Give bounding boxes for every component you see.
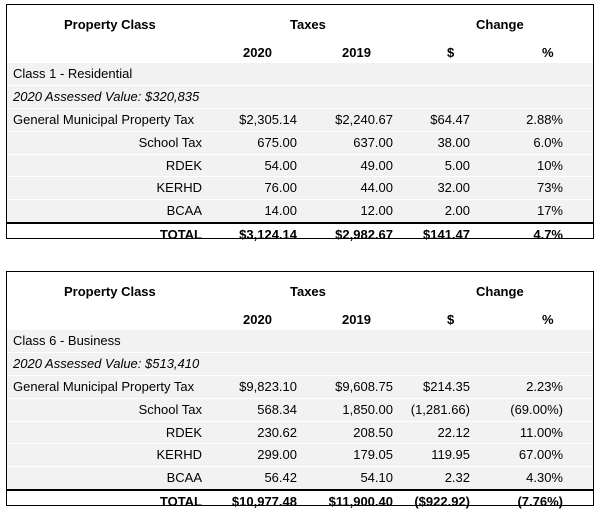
year-2020-heading: 2020 [243,312,272,327]
value-2020: 14.00 [264,203,297,219]
class-name-row: Class 6 - Business [7,329,593,352]
value-2019: 179.05 [353,447,393,463]
value-2019: 54.10 [360,470,393,486]
value-2020: 76.00 [264,180,297,196]
value-2020: 675.00 [257,134,297,150]
dollar-change: 5.00 [444,157,470,173]
change-heading: Change [476,284,524,299]
dollar-change-heading: $ [447,312,455,327]
value-2019: 12.00 [360,203,393,219]
year-2019-heading: 2019 [342,312,371,327]
row-label: General Municipal Property Tax [13,378,195,394]
value-2019: 637.00 [353,134,393,150]
dollar-change: 2.00 [444,203,470,219]
dollar-change: 32.00 [437,180,470,196]
row-label: BCAA [166,203,202,219]
table-row: General Municipal Property Tax $2,305.14… [7,107,593,131]
percent-change: 17% [536,203,563,219]
total-dollar-change: ($922.92) [414,494,470,510]
value-2020: 299.00 [257,447,297,463]
total-row: TOTAL $10,977.48 $11,900.40 ($922.92) (7… [7,489,593,512]
table-row: KERHD 76.00 44.00 32.00 73% [7,176,593,200]
row-label: RDEK [165,424,202,440]
value-2020: 230.62 [257,424,297,440]
percent-change: 4.30% [526,470,563,486]
assessed-value: 2020 Assessed Value: $320,835 [13,88,200,104]
total-percent-change: (7.76%) [517,494,563,510]
percent-change: 10% [536,157,563,173]
class-name-row: Class 1 - Residential [7,62,593,85]
dollar-change: 22.12 [437,424,470,440]
dollar-change: $214.35 [423,378,470,394]
value-2019: $2,240.67 [335,111,393,127]
percent-change: 73% [536,180,563,196]
percent-change: (69.00%) [510,401,563,417]
property-class-heading: Property Class [64,17,156,32]
table-row: General Municipal Property Tax $9,823.10… [7,374,593,398]
value-2020: $2,305.14 [239,111,297,127]
value-2020: $9,823.10 [239,378,297,394]
table-row: BCAA 14.00 12.00 2.00 17% [7,199,593,223]
row-label: General Municipal Property Tax [13,111,195,127]
percent-change: 11.00% [519,424,563,440]
value-2019: $9,608.75 [335,378,393,394]
table-row: School Tax 568.34 1,850.00 (1,281.66) (6… [7,397,593,421]
row-label: BCAA [166,470,202,486]
total-percent-change: 4.7% [533,227,563,243]
table-row: RDEK 230.62 208.50 22.12 11.00% [7,420,593,444]
class-name: Class 6 - Business [13,333,121,348]
assessed-value: 2020 Assessed Value: $513,410 [13,355,200,371]
table-row: KERHD 299.00 179.05 119.95 67.00% [7,443,593,467]
total-2020: $3,124.14 [239,227,297,243]
percent-change-heading: % [542,45,554,60]
table-row: RDEK 54.00 49.00 5.00 10% [7,153,593,177]
dollar-change: (1,281.66) [410,401,470,417]
taxes-heading: Taxes [290,284,326,299]
change-heading: Change [476,17,524,32]
row-label: School Tax [138,401,202,417]
value-2020: 568.34 [257,401,297,417]
total-label: TOTAL [159,227,202,243]
percent-change: 2.88% [526,111,563,127]
total-2019: $2,982.67 [335,227,393,243]
total-2019: $11,900.40 [328,494,393,510]
taxes-heading: Taxes [290,17,326,32]
dollar-change-heading: $ [447,45,455,60]
business-tax-table: Property Class Taxes Change 2020 2019 $ … [6,271,594,509]
row-label: KERHD [156,447,202,463]
value-2019: 44.00 [360,180,393,196]
total-2020: $10,977.48 [231,494,297,510]
percent-change: 6.0% [533,134,563,150]
percent-change: 2.23% [526,378,563,394]
total-row: TOTAL $3,124.14 $2,982.67 $141.47 4.7% [7,222,593,245]
assessed-value-row: 2020 Assessed Value: $320,835 [7,84,593,108]
value-2019: 1,850.00 [342,401,393,417]
table-header: Property Class Taxes Change 2020 2019 $ … [7,272,593,329]
row-label: School Tax [138,134,202,150]
property-class-heading: Property Class [64,284,156,299]
year-2020-heading: 2020 [243,45,272,60]
dollar-change: 119.95 [431,447,470,463]
value-2019: 208.50 [353,424,393,440]
row-label: KERHD [156,180,202,196]
value-2020: 54.00 [264,157,297,173]
percent-change: 67.00% [518,447,563,463]
total-dollar-change: $141.47 [423,227,470,243]
row-label: RDEK [165,157,202,173]
dollar-change: 2.32 [444,470,470,486]
year-2019-heading: 2019 [342,45,371,60]
table-row: BCAA 56.42 54.10 2.32 4.30% [7,466,593,490]
dollar-change: $64.47 [430,111,470,127]
dollar-change: 38.00 [437,134,470,150]
total-label: TOTAL [159,494,202,510]
table-header: Property Class Taxes Change 2020 2019 $ … [7,5,593,62]
value-2020: 56.42 [264,470,297,486]
assessed-value-row: 2020 Assessed Value: $513,410 [7,351,593,375]
residential-tax-table: Property Class Taxes Change 2020 2019 $ … [6,4,594,242]
percent-change-heading: % [542,312,554,327]
value-2019: 49.00 [360,157,393,173]
class-name: Class 1 - Residential [13,66,133,81]
table-row: School Tax 675.00 637.00 38.00 6.0% [7,130,593,154]
